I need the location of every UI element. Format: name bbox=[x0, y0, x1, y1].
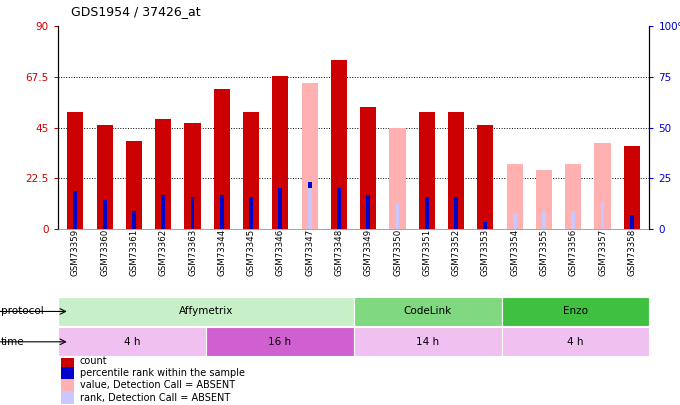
Bar bbox=[513, 213, 517, 229]
Bar bbox=[243, 112, 259, 229]
Bar bbox=[502, 327, 649, 356]
Bar bbox=[390, 128, 405, 229]
Bar bbox=[571, 211, 575, 229]
Bar bbox=[58, 327, 206, 356]
Bar bbox=[126, 141, 142, 229]
Bar bbox=[594, 143, 611, 229]
Text: protocol: protocol bbox=[1, 307, 44, 316]
Bar bbox=[419, 112, 435, 229]
Text: 4 h: 4 h bbox=[567, 337, 583, 347]
Text: GSM73344: GSM73344 bbox=[218, 229, 226, 276]
Bar bbox=[337, 188, 341, 229]
Bar bbox=[97, 125, 113, 229]
Bar bbox=[425, 197, 428, 229]
Text: GSM73350: GSM73350 bbox=[393, 229, 402, 276]
Bar bbox=[61, 355, 73, 368]
Bar bbox=[279, 188, 282, 229]
Text: GSM73359: GSM73359 bbox=[71, 229, 80, 276]
Text: CodeLink: CodeLink bbox=[403, 307, 452, 316]
Bar bbox=[272, 76, 288, 229]
Text: value, Detection Call = ABSENT: value, Detection Call = ABSENT bbox=[80, 380, 235, 390]
Bar bbox=[354, 297, 502, 326]
Bar bbox=[448, 112, 464, 229]
Text: GSM73363: GSM73363 bbox=[188, 229, 197, 276]
Bar bbox=[483, 222, 488, 229]
Bar bbox=[190, 197, 194, 229]
Text: GSM73361: GSM73361 bbox=[129, 229, 139, 276]
Bar bbox=[103, 200, 107, 229]
Bar bbox=[536, 171, 552, 229]
Bar bbox=[360, 107, 376, 229]
Bar bbox=[184, 123, 201, 229]
Bar bbox=[161, 195, 165, 229]
Text: GSM73346: GSM73346 bbox=[276, 229, 285, 276]
Bar bbox=[61, 391, 73, 404]
Bar bbox=[249, 197, 253, 229]
Text: percentile rank within the sample: percentile rank within the sample bbox=[80, 368, 245, 378]
Text: GSM73355: GSM73355 bbox=[539, 229, 549, 276]
Text: GSM73347: GSM73347 bbox=[305, 229, 314, 276]
Bar bbox=[354, 327, 502, 356]
Text: GSM73357: GSM73357 bbox=[598, 229, 607, 276]
Text: Affymetrix: Affymetrix bbox=[179, 307, 233, 316]
Bar bbox=[155, 119, 171, 229]
Text: GSM73354: GSM73354 bbox=[510, 229, 519, 276]
Bar bbox=[502, 297, 649, 326]
Text: GSM73345: GSM73345 bbox=[247, 229, 256, 276]
Bar bbox=[308, 181, 311, 229]
Text: time: time bbox=[1, 337, 24, 347]
Text: GSM73349: GSM73349 bbox=[364, 229, 373, 276]
Bar bbox=[367, 195, 370, 229]
Text: count: count bbox=[80, 356, 107, 366]
Bar bbox=[302, 83, 318, 229]
Text: GSM73356: GSM73356 bbox=[568, 229, 578, 276]
Bar bbox=[396, 204, 399, 229]
Text: GSM73353: GSM73353 bbox=[481, 229, 490, 276]
Text: 16 h: 16 h bbox=[268, 337, 291, 347]
Bar bbox=[600, 202, 605, 229]
Bar bbox=[507, 164, 523, 229]
Text: 4 h: 4 h bbox=[124, 337, 140, 347]
Bar bbox=[67, 112, 84, 229]
Bar bbox=[477, 125, 494, 229]
Bar bbox=[61, 367, 73, 380]
Text: GSM73360: GSM73360 bbox=[100, 229, 109, 276]
Bar bbox=[624, 145, 640, 229]
Bar bbox=[61, 379, 73, 392]
Bar bbox=[214, 90, 230, 229]
Text: GSM73351: GSM73351 bbox=[422, 229, 431, 276]
Bar bbox=[73, 191, 78, 229]
Bar bbox=[565, 164, 581, 229]
Text: Enzo: Enzo bbox=[563, 307, 588, 316]
Text: 14 h: 14 h bbox=[416, 337, 439, 347]
Bar bbox=[331, 60, 347, 229]
Bar bbox=[220, 195, 224, 229]
Text: GSM73348: GSM73348 bbox=[335, 229, 343, 276]
Bar bbox=[542, 211, 546, 229]
Text: GDS1954 / 37426_at: GDS1954 / 37426_at bbox=[71, 5, 201, 18]
Bar bbox=[308, 188, 311, 229]
Bar bbox=[206, 327, 354, 356]
Bar bbox=[132, 211, 136, 229]
Bar bbox=[454, 197, 458, 229]
Bar bbox=[630, 215, 634, 229]
Text: GSM73352: GSM73352 bbox=[452, 229, 460, 276]
Text: rank, Detection Call = ABSENT: rank, Detection Call = ABSENT bbox=[80, 392, 230, 403]
Bar bbox=[58, 297, 354, 326]
Text: GSM73358: GSM73358 bbox=[628, 229, 636, 276]
Text: GSM73362: GSM73362 bbox=[158, 229, 168, 276]
